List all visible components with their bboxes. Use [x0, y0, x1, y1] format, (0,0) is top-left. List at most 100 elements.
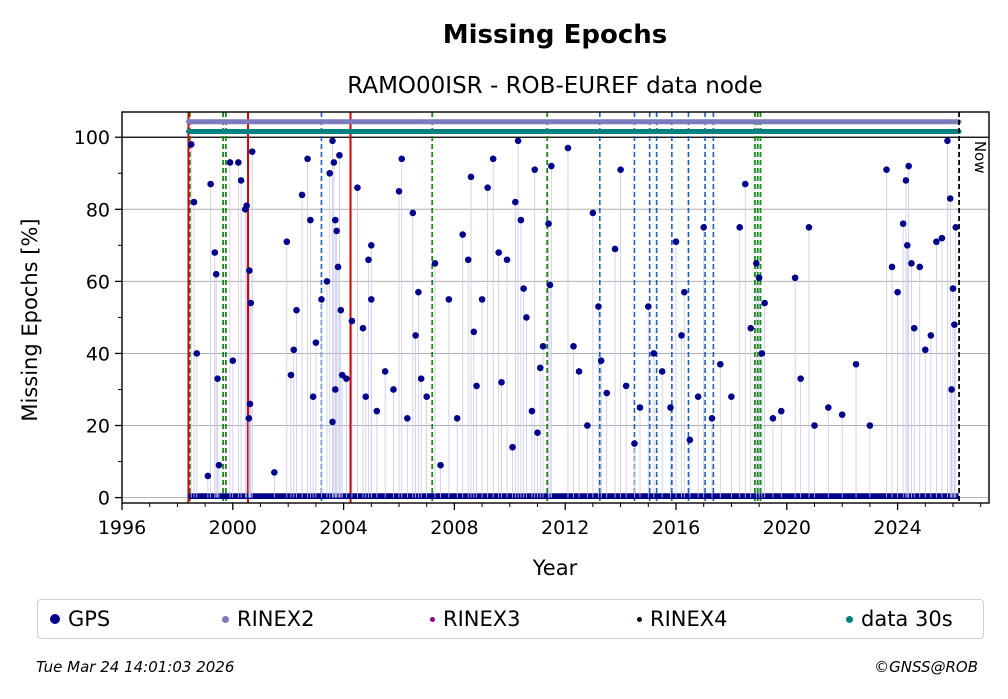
- gps-point: [523, 314, 530, 321]
- gps-point: [700, 224, 707, 231]
- footer-timestamp: Tue Mar 24 14:01:03 2026: [36, 658, 235, 676]
- gps-point: [478, 296, 486, 303]
- x-axis-label: Year: [532, 556, 578, 580]
- gps-point: [755, 274, 763, 282]
- gps-point: [548, 162, 555, 170]
- gps-point: [204, 472, 212, 480]
- gps-point: [215, 461, 223, 469]
- gps-point: [212, 270, 220, 278]
- legend-marker: [637, 616, 642, 622]
- gps-point: [283, 238, 291, 246]
- gps-point: [603, 389, 611, 397]
- gps-point: [226, 159, 234, 166]
- gps-point: [528, 407, 536, 415]
- gps-point: [894, 288, 901, 296]
- gps-point: [235, 159, 242, 166]
- x-tick-label: 2008: [430, 517, 478, 539]
- gps-point: [329, 418, 336, 426]
- gps-point: [329, 137, 336, 145]
- gps-point: [611, 245, 619, 253]
- legend-marker: [430, 616, 435, 622]
- gps-point: [287, 371, 295, 379]
- legend-item: RINEX4: [637, 600, 728, 638]
- gps-point: [758, 350, 766, 357]
- gps-point: [367, 296, 375, 303]
- legend-item: RINEX3: [430, 600, 521, 638]
- gps-point: [331, 386, 339, 393]
- gps-point: [431, 260, 439, 267]
- gps-point: [545, 220, 552, 228]
- gps-point: [838, 411, 846, 419]
- gps-point: [214, 375, 221, 382]
- gps-point: [437, 461, 444, 469]
- gps-point: [312, 339, 320, 346]
- gps-point: [290, 346, 298, 354]
- gps-point: [445, 296, 453, 303]
- gps-point: [589, 209, 597, 217]
- legend-label: GPS: [68, 607, 111, 631]
- gps-point: [902, 177, 910, 184]
- gps-point: [747, 324, 755, 332]
- gps-point: [769, 415, 777, 422]
- legend-marker: [846, 615, 853, 623]
- gps-point: [467, 173, 475, 181]
- gps-point: [595, 303, 602, 310]
- footer-credit: ©GNSS@ROB: [874, 658, 978, 676]
- gps-point: [805, 224, 813, 231]
- gps-point: [247, 299, 255, 307]
- gps-point: [631, 440, 638, 447]
- y-tick-label: 80: [86, 199, 110, 221]
- gps-point: [514, 137, 522, 145]
- gps-point: [531, 166, 539, 173]
- gps-point: [323, 278, 331, 285]
- gps-point: [489, 155, 497, 163]
- gps-point: [678, 332, 685, 339]
- gps-point: [390, 386, 397, 393]
- gps-point: [354, 184, 361, 191]
- gps-point: [944, 137, 951, 145]
- gps-point: [570, 342, 577, 350]
- gps-point: [395, 187, 403, 195]
- gps-point: [343, 375, 350, 382]
- gps-point: [503, 256, 511, 264]
- gps-point: [248, 148, 256, 155]
- gps-point: [905, 162, 912, 170]
- legend-marker: [50, 614, 60, 624]
- gps-point: [245, 415, 253, 422]
- gps-point: [952, 224, 960, 231]
- gps-point: [753, 260, 760, 267]
- legend-marker: [222, 615, 229, 623]
- gps-point: [330, 159, 338, 166]
- gps-point: [334, 263, 342, 271]
- gps-point: [708, 415, 716, 422]
- gps-point: [658, 368, 666, 375]
- x-tick-label: 2004: [319, 517, 367, 539]
- gps-point: [459, 231, 467, 238]
- gps-point: [318, 296, 325, 303]
- gps-point: [575, 368, 583, 375]
- gps-point: [951, 321, 958, 328]
- gps-point: [246, 400, 254, 408]
- gps-point: [910, 324, 918, 332]
- gps-point: [453, 415, 461, 422]
- y-tick-label: 40: [86, 343, 110, 365]
- gps-point: [681, 288, 688, 296]
- gps-point: [348, 317, 356, 325]
- gps-point: [211, 249, 219, 256]
- gps-point: [667, 404, 674, 411]
- gps-point: [949, 285, 957, 292]
- gps-point: [921, 346, 929, 354]
- legend-label: data 30s: [861, 607, 953, 631]
- legend-label: RINEX2: [237, 607, 315, 631]
- gps-point: [622, 382, 630, 390]
- chart-title: Missing Epochs: [443, 20, 667, 50]
- y-tick-label: 60: [86, 271, 110, 293]
- gps-point: [866, 422, 874, 429]
- gps-point: [736, 224, 744, 231]
- gps-point: [908, 260, 915, 267]
- plot-frame: [121, 111, 990, 504]
- gps-point: [470, 328, 478, 336]
- gps-point: [584, 422, 591, 429]
- gps-point: [484, 184, 491, 191]
